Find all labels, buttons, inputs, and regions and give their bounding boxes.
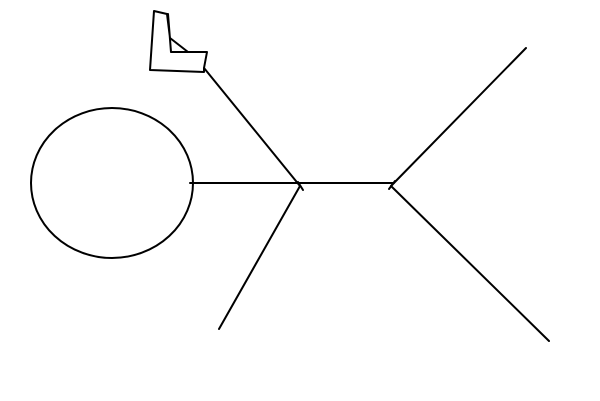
hand-shape [149, 10, 208, 73]
joint-tick-right [388, 180, 396, 190]
lower-arm-line [218, 185, 301, 330]
upper-arm-line [203, 67, 301, 187]
upper-leg-line [390, 47, 527, 187]
joint-tick-left [297, 181, 304, 191]
head-circle [30, 107, 194, 259]
lower-leg-line [390, 185, 550, 342]
